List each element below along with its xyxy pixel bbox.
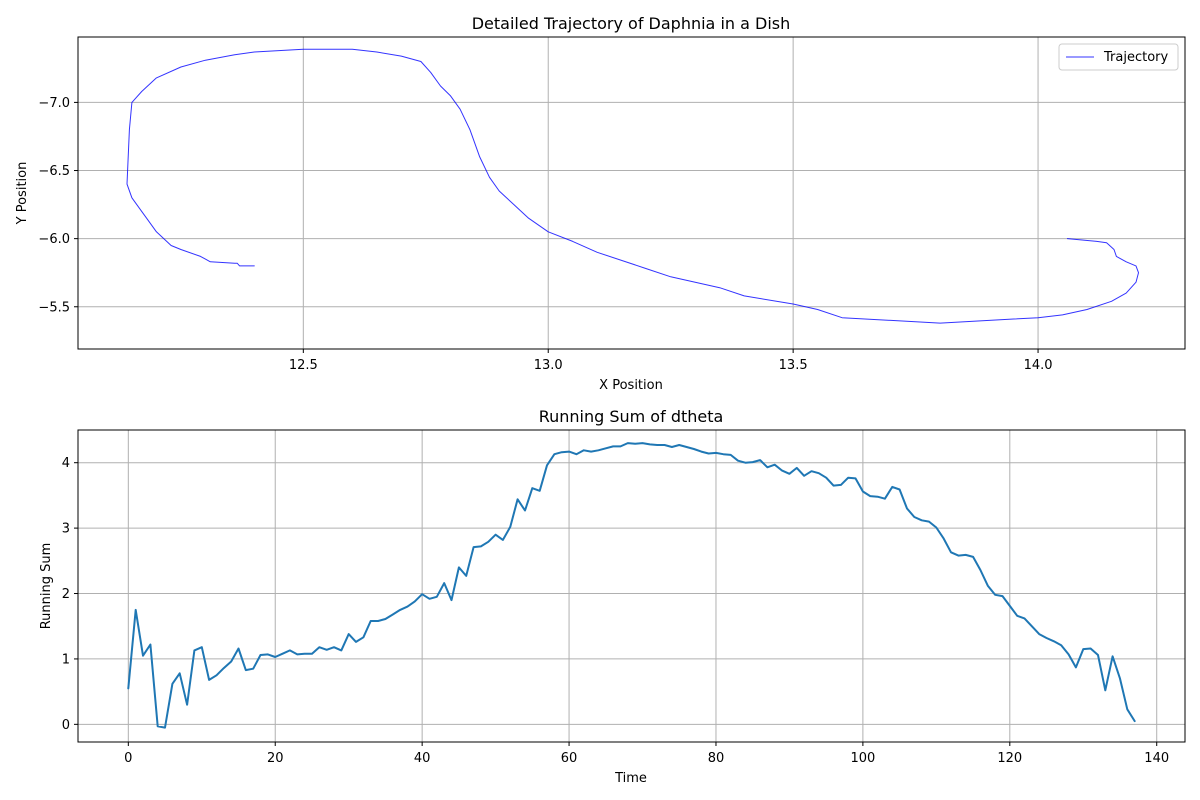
x-tick-label: 40 <box>414 751 431 766</box>
x-tick-label: 13.0 <box>534 358 563 373</box>
y-tick-label: −5.5 <box>38 300 70 315</box>
ticks: 12.5 13.0 13.5 14.0 −7.0 −6.5 −6.0 −5.5 <box>38 96 1052 373</box>
chart-title: Running Sum of dtheta <box>539 407 724 426</box>
series <box>126 48 1139 324</box>
ticks: 0 20 40 60 80 100 120 140 0 1 2 3 4 <box>62 456 1169 766</box>
plot-frame <box>77 36 1186 350</box>
grid <box>78 37 1185 349</box>
y-tick-label: 0 <box>62 718 70 733</box>
y-tick-label: 2 <box>62 587 70 602</box>
y-tick-label: 1 <box>62 652 70 667</box>
series-line <box>127 442 1136 729</box>
x-tick-label: 12.5 <box>289 358 318 373</box>
y-tick-label: −6.5 <box>38 164 70 179</box>
series <box>127 442 1136 729</box>
y-axis-label: Y Position <box>15 162 30 226</box>
x-tick-label: 20 <box>267 751 284 766</box>
y-tick-label: 4 <box>62 456 70 471</box>
y-axis-label: Running Sum <box>39 543 54 630</box>
legend-box <box>1058 43 1179 71</box>
trajectory-chart: Detailed Trajectory of Daphnia in a Dish… <box>15 14 1186 393</box>
running-sum-chart: Running Sum of dtheta Time Running Sum 0… <box>39 407 1186 786</box>
y-tick-label: −6.0 <box>38 232 70 247</box>
x-axis-label: X Position <box>599 378 663 393</box>
x-tick-label: 80 <box>708 751 725 766</box>
x-tick-label: 0 <box>124 751 132 766</box>
x-axis-label: Time <box>614 771 647 786</box>
series-line <box>126 48 1139 324</box>
x-tick-label: 14.0 <box>1024 358 1053 373</box>
x-tick-label: 140 <box>1144 751 1169 766</box>
x-tick-label: 60 <box>561 751 578 766</box>
plot-frame <box>77 429 1186 743</box>
y-tick-label: −7.0 <box>38 96 70 111</box>
legend-label: Trajectory <box>1103 50 1168 65</box>
y-tick-label: 3 <box>62 522 70 537</box>
legend: Trajectory <box>1058 43 1179 71</box>
chart-title: Detailed Trajectory of Daphnia in a Dish <box>472 14 791 33</box>
x-tick-label: 13.5 <box>779 358 808 373</box>
grid <box>78 430 1185 742</box>
x-tick-label: 120 <box>997 751 1022 766</box>
x-tick-label: 100 <box>850 751 875 766</box>
